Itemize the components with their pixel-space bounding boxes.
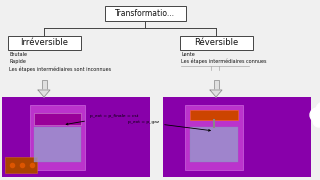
Text: Transformatio...: Transformatio... bbox=[115, 8, 175, 17]
Text: Lente: Lente bbox=[181, 52, 195, 57]
Bar bbox=[213, 80, 219, 90]
Bar bbox=[190, 127, 238, 162]
Bar bbox=[30, 105, 85, 170]
Bar bbox=[34, 113, 81, 125]
Bar bbox=[42, 80, 46, 90]
Bar bbox=[163, 97, 311, 177]
Bar bbox=[190, 110, 238, 120]
FancyBboxPatch shape bbox=[105, 6, 186, 21]
Circle shape bbox=[313, 115, 320, 127]
Text: Brutale: Brutale bbox=[9, 52, 27, 57]
Bar bbox=[2, 97, 150, 177]
Polygon shape bbox=[210, 90, 222, 97]
Text: p_ext = p_finale = cst: p_ext = p_finale = cst bbox=[66, 114, 138, 125]
Text: p_ext = p_gaz: p_ext = p_gaz bbox=[128, 120, 210, 131]
Bar bbox=[5, 157, 37, 173]
Text: Les étapes intermédiaires connues: Les étapes intermédiaires connues bbox=[181, 59, 267, 64]
Circle shape bbox=[310, 108, 320, 122]
Polygon shape bbox=[38, 90, 50, 97]
FancyBboxPatch shape bbox=[7, 35, 81, 50]
Text: Irréversible: Irréversible bbox=[20, 38, 68, 47]
Bar bbox=[34, 127, 81, 162]
Text: Réversible: Réversible bbox=[194, 38, 238, 47]
Text: Les étapes intermédiaires sont inconnues: Les étapes intermédiaires sont inconnues bbox=[9, 66, 111, 71]
Bar bbox=[185, 105, 243, 170]
FancyBboxPatch shape bbox=[180, 35, 252, 50]
Circle shape bbox=[316, 102, 320, 118]
Text: Rapide: Rapide bbox=[9, 59, 26, 64]
